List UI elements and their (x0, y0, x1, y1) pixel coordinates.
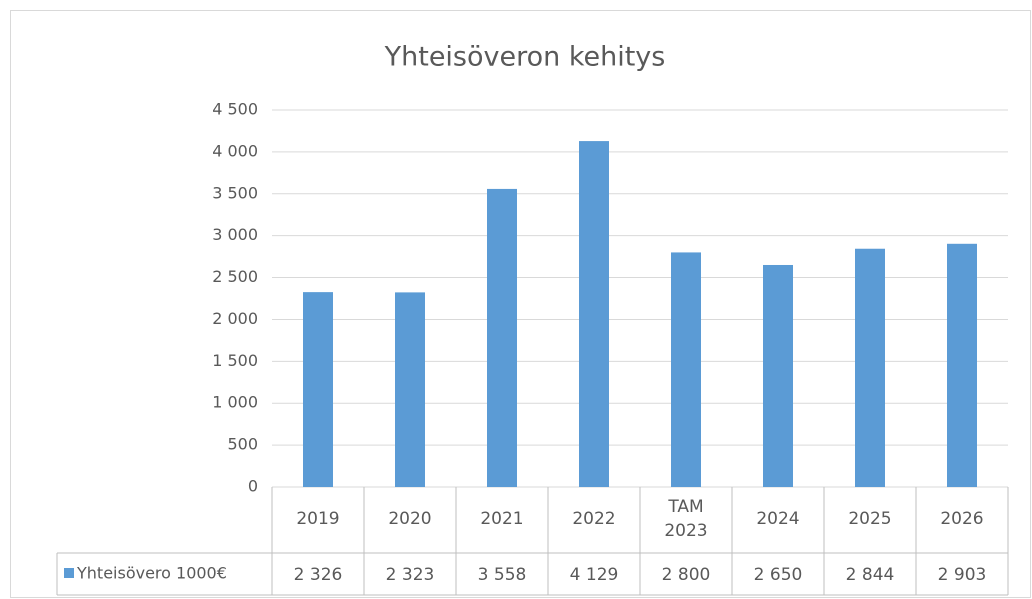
y-tick-label: 4 500 (212, 100, 258, 119)
chart-title: Yhteisöveron kehitys (384, 42, 666, 73)
x-tick-label: 2024 (756, 509, 800, 530)
x-tick-cell: 2025 (848, 509, 892, 530)
legend-label: Yhteisövero 1000€ (76, 564, 227, 583)
y-tick-label: 4 000 (212, 141, 258, 160)
bar (671, 252, 701, 487)
bar (579, 141, 609, 488)
y-tick-label: 1 000 (212, 393, 258, 412)
y-tick-label: 500 (227, 435, 258, 454)
data-table-value: 3 558 (478, 565, 527, 585)
bar (763, 264, 793, 487)
x-tick-label: 2019 (296, 509, 340, 530)
bar (855, 248, 885, 487)
y-tick-label: 1 500 (212, 351, 258, 370)
x-tick-cell: 2022 (572, 509, 616, 530)
bar (303, 292, 333, 487)
x-tick-label: 2020 (388, 509, 432, 530)
x-tick-cell: 2024 (756, 509, 800, 530)
legend-key (64, 568, 74, 578)
y-tick-label: 0 (248, 477, 258, 496)
y-tick-label: 3 500 (212, 183, 258, 202)
y-tick-label: 2 000 (212, 309, 258, 328)
data-table-value: 2 800 (662, 565, 711, 585)
bar (947, 243, 977, 487)
x-tick-label: 2021 (480, 509, 524, 530)
y-tick-label: 3 000 (212, 225, 258, 244)
x-tick-cell: 2020 (388, 509, 432, 530)
bar (395, 292, 425, 487)
x-tick-label: TAM 2023 (664, 497, 708, 541)
data-table-value: 4 129 (570, 565, 619, 585)
data-table-value: 2 326 (294, 565, 343, 585)
data-table-value: 2 650 (754, 565, 803, 585)
data-table-value: 2 844 (846, 565, 895, 585)
x-tick-label: 2022 (572, 509, 616, 530)
x-tick-cell: 2026 (940, 509, 984, 530)
data-table-value: 2 323 (386, 565, 435, 585)
x-tick-cell: 2021 (480, 509, 524, 530)
x-tick-label: 2025 (848, 509, 892, 530)
x-tick-cell: 2019 (296, 509, 340, 530)
bar (487, 188, 517, 487)
x-tick-label: 2026 (940, 509, 984, 530)
data-table-value: 2 903 (938, 565, 987, 585)
x-tick-cell: TAM 2023 (664, 497, 708, 541)
y-tick-label: 2 500 (212, 267, 258, 286)
